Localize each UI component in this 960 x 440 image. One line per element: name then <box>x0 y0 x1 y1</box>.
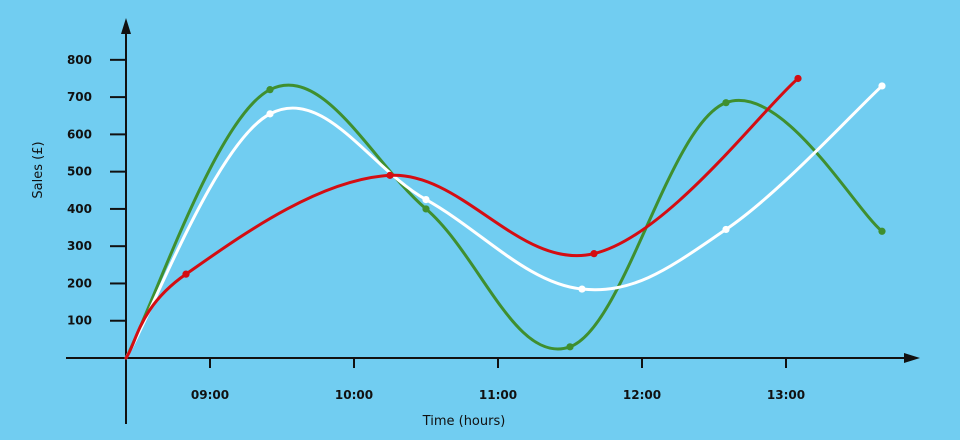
series-line <box>124 84 884 360</box>
x-tick-label: 09:00 <box>191 388 229 402</box>
y-tick-label: 500 <box>67 165 92 179</box>
x-tick-label: 12:00 <box>623 388 661 402</box>
series-0 <box>124 83 886 360</box>
x-ticks: 09:00 10:00 11:00 12:00 13:00 <box>191 358 805 402</box>
data-point <box>590 250 598 258</box>
x-tick-label: 13:00 <box>767 388 805 402</box>
series-line <box>124 76 800 360</box>
y-tick-label: 800 <box>67 53 92 67</box>
data-point <box>578 285 586 293</box>
y-axis-arrow <box>121 18 131 34</box>
data-point <box>722 225 730 234</box>
data-point <box>266 110 274 118</box>
data-point <box>386 171 394 179</box>
x-axis-arrow <box>904 353 920 363</box>
x-axis-title: Time (hours) <box>422 414 506 429</box>
y-tick-label: 600 <box>67 127 92 141</box>
y-ticks: 100 200 300 400 500 600 700 800 <box>67 53 126 328</box>
y-tick-label: 400 <box>67 202 92 216</box>
series-line <box>124 83 884 360</box>
x-tick-label: 11:00 <box>479 388 517 402</box>
data-point <box>182 270 190 278</box>
y-axis-title: Sales (£) <box>31 141 46 198</box>
data-point <box>878 227 886 235</box>
y-tick-label: 700 <box>67 90 92 104</box>
data-point <box>422 196 430 204</box>
x-tick-label: 10:00 <box>335 388 373 402</box>
series-1 <box>124 82 886 360</box>
data-point <box>566 343 574 351</box>
series-2 <box>124 74 802 360</box>
data-point <box>722 99 730 107</box>
y-tick-label: 300 <box>67 239 92 253</box>
data-point <box>422 205 430 213</box>
y-tick-label: 200 <box>67 276 92 290</box>
y-tick-label: 100 <box>67 314 92 328</box>
series-layer <box>124 74 886 360</box>
data-point <box>266 86 274 94</box>
data-point <box>794 74 802 83</box>
data-point <box>878 82 886 90</box>
